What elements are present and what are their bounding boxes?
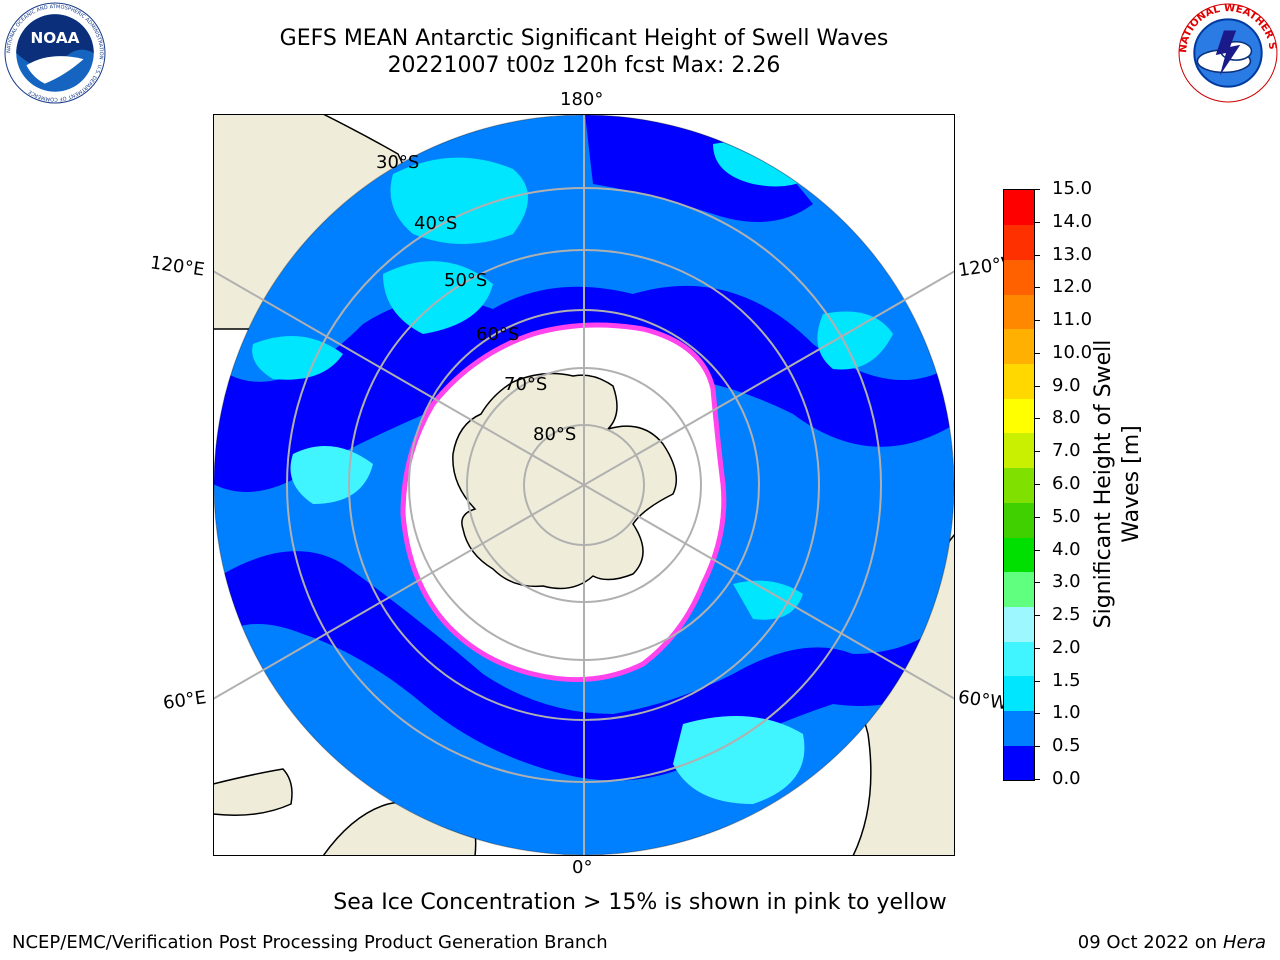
colorbar-segment: [1004, 467, 1034, 503]
footer-date-text: 09 Oct 2022 on: [1077, 932, 1223, 953]
colorbar-tick: [1034, 713, 1040, 715]
colorbar-tick: [1034, 189, 1040, 190]
colorbar-segment: [1004, 502, 1034, 538]
colorbar-segment: [1004, 224, 1034, 260]
colorbar-segment: [1004, 259, 1034, 295]
colorbar-segment: [1004, 294, 1034, 330]
colorbar-tick-label: 9.0: [1052, 374, 1081, 396]
colorbar-segment: [1004, 190, 1034, 226]
colorbar-segment: [1004, 398, 1034, 434]
colorbar-tick-label: 1.0: [1052, 702, 1081, 724]
colorbar-segment: [1004, 675, 1034, 712]
colorbar-tick: [1034, 451, 1040, 453]
lat-label-30s: 30°S: [376, 152, 420, 173]
colorbar-tick-label: 2.0: [1052, 636, 1081, 658]
polar-map: [213, 114, 955, 856]
colorbar-tick: [1034, 418, 1040, 420]
colorbar-tick-label: 15.0: [1052, 178, 1093, 199]
colorbar-segment: [1004, 537, 1034, 573]
footer-date: 09 Oct 2022 on Hera: [1078, 932, 1266, 953]
colorbar-tick: [1034, 385, 1040, 387]
lat-label-60s: 60°S: [476, 324, 520, 345]
lon-label-60e: 60°E: [161, 687, 208, 714]
lat-label-40s: 40°S: [414, 213, 458, 234]
colorbar-tick-label: 2.5: [1052, 604, 1081, 626]
colorbar-tick: [1034, 549, 1040, 551]
colorbar-tick: [1034, 287, 1040, 289]
colorbar-tick-label: 13.0: [1052, 243, 1093, 265]
colorbar-tick: [1034, 746, 1040, 748]
lon-label-0: 0°: [572, 857, 593, 878]
colorbar-tick-label: 7.0: [1052, 440, 1081, 462]
lat-label-50s: 50°S: [444, 270, 488, 291]
colorbar: [1003, 189, 1035, 781]
colorbar-title-line1: Significant Height of Swell: [1091, 339, 1116, 629]
colorbar-segment: [1004, 363, 1034, 399]
colorbar-segment: [1004, 641, 1034, 677]
colorbar-tick-label: 10.0: [1052, 341, 1093, 363]
colorbar-tick-label: 3.0: [1052, 571, 1081, 593]
colorbar-segment: [1004, 432, 1034, 469]
polar-map-canvas: [213, 114, 955, 856]
lat-label-70s: 70°S: [504, 374, 548, 395]
chart-subtitle: 20221007 t00z 120h fcst Max: 2.26: [387, 53, 781, 78]
colorbar-tick-label: 14.0: [1052, 210, 1093, 232]
chart-title: GEFS MEAN Antarctic Significant Height o…: [279, 26, 889, 51]
colorbar-tick: [1034, 516, 1040, 518]
noaa-logo: NOAA NATIONAL OCEANIC AND ATMOSPHERIC AD…: [4, 2, 106, 104]
colorbar-tick: [1034, 254, 1040, 256]
colorbar-tick: [1034, 647, 1040, 649]
colorbar-segment: [1004, 571, 1034, 607]
lon-label-120e: 120°E: [148, 252, 206, 281]
colorbar-tick-label: 4.0: [1052, 538, 1081, 560]
colorbar-tick-label: 0.5: [1052, 735, 1081, 757]
colorbar-tick: [1034, 615, 1040, 617]
nws-logo: NATIONAL WEATHER SERVICE: [1177, 2, 1278, 103]
lon-label-60w: 60°W: [956, 686, 1009, 715]
colorbar-tick-label: 5.0: [1052, 505, 1081, 527]
lat-label-80s: 80°S: [533, 424, 577, 445]
colorbar-segment: [1004, 606, 1034, 642]
footer-host: Hera: [1222, 932, 1266, 953]
colorbar-segment: [1004, 328, 1034, 365]
colorbar-tick-label: 1.5: [1052, 669, 1081, 691]
colorbar-title-line2: Waves [m]: [1119, 425, 1144, 543]
colorbar-tick: [1034, 320, 1040, 322]
colorbar-tick-label: 11.0: [1052, 309, 1093, 331]
colorbar-tick: [1034, 680, 1040, 682]
colorbar-tick-label: 12.0: [1052, 276, 1093, 298]
colorbar-tick: [1034, 484, 1040, 485]
svg-text:NOAA: NOAA: [30, 29, 79, 47]
colorbar-tick: [1034, 582, 1040, 584]
colorbar-segment: [1004, 710, 1034, 746]
sea-ice-caption: Sea Ice Concentration > 15% is shown in …: [333, 890, 947, 915]
colorbar-tick-label: 0.0: [1052, 768, 1081, 789]
colorbar-tick: [1034, 779, 1040, 780]
colorbar-tick: [1034, 221, 1040, 223]
colorbar-tick: [1034, 352, 1040, 354]
colorbar-title: Significant Height of Swell Waves [m]: [1090, 340, 1146, 629]
footer-credit: NCEP/EMC/Verification Post Processing Pr…: [12, 932, 608, 953]
colorbar-tick-label: 6.0: [1052, 473, 1081, 494]
colorbar-segment: [1004, 745, 1034, 781]
colorbar-tick-label: 8.0: [1052, 407, 1081, 429]
lon-label-180: 180°: [560, 89, 604, 110]
